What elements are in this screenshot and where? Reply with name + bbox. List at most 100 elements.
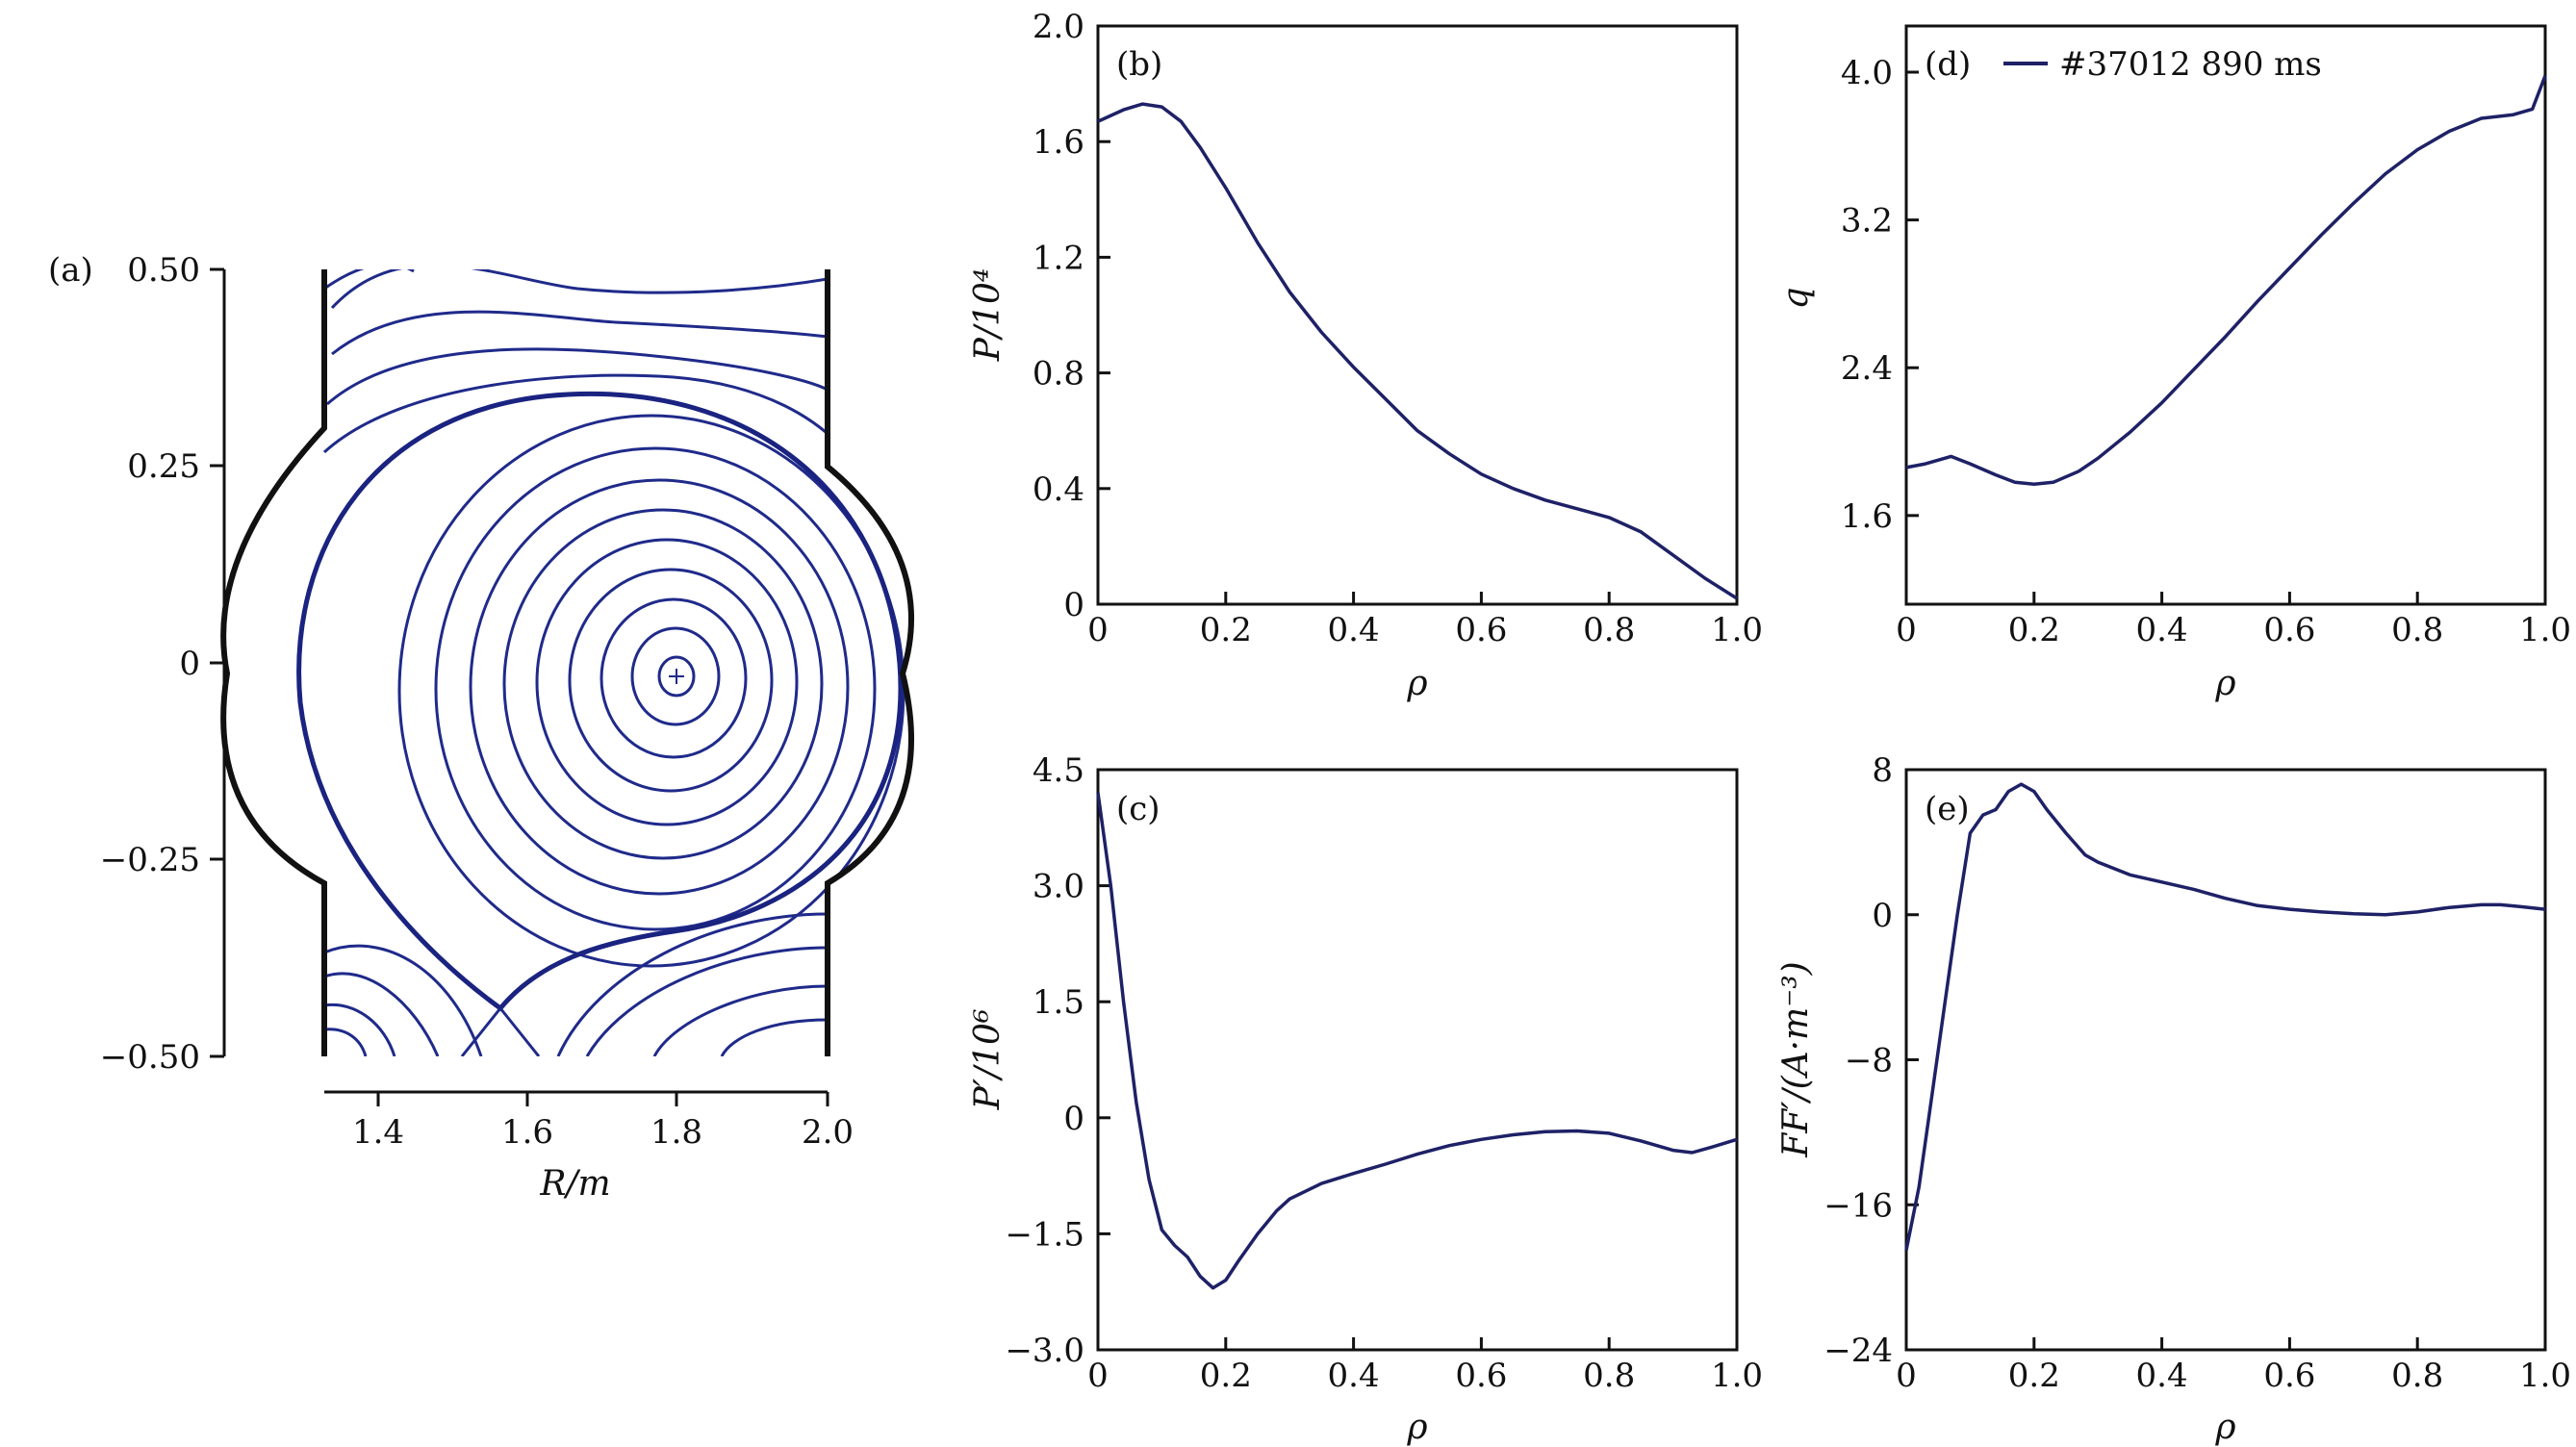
flux-surface xyxy=(568,568,774,793)
flux-surfaces xyxy=(296,269,905,1056)
y-tick-label: 0 xyxy=(1063,586,1084,624)
x-tick-label: 0.6 xyxy=(1455,611,1507,649)
y-tick-label: 3.2 xyxy=(1841,202,1893,241)
field-line xyxy=(323,972,440,1056)
y-tick-label: −0.25 xyxy=(100,841,200,879)
y-tick-label: 1.6 xyxy=(1033,123,1084,162)
y-tick-label: 2.0 xyxy=(1033,8,1084,46)
field-line xyxy=(720,1018,829,1056)
series-line xyxy=(1097,102,1738,600)
vessel-wall xyxy=(825,269,914,1056)
x-tick-label: 0 xyxy=(1896,611,1917,649)
x-tick-label: 0.8 xyxy=(2391,1357,2443,1395)
y-tick-label: 0.8 xyxy=(1033,355,1084,393)
separatrix xyxy=(296,391,904,1012)
x-ticks xyxy=(376,1092,829,1106)
y-tick-label: −0.50 xyxy=(100,1038,200,1077)
y-tick-label: 0.50 xyxy=(127,251,200,290)
field-line xyxy=(323,269,415,291)
y-tick-label: −8 xyxy=(1845,1042,1893,1080)
flux-surface xyxy=(469,478,850,896)
panel-b: (b) P/10⁴ ρ 0 0.2 0.4 0.6 0.8 1.0 0 0.4 0.8 1.2 1.… xyxy=(968,8,1763,703)
x-tick-label: 2.0 xyxy=(802,1113,854,1152)
y-tick-label: 2.4 xyxy=(1841,349,1893,388)
series-line xyxy=(1904,782,2546,1251)
series-line xyxy=(1096,792,1738,1290)
panel-label-b: (b) xyxy=(1116,45,1162,84)
panel-c: (c) P′/10⁶ ρ 0 0.2 0.4 0.6 0.8 1.0 −3.0 −1.5 0 1.… xyxy=(968,751,1763,1447)
flux-surface xyxy=(657,655,696,698)
y-tick-label: 1.6 xyxy=(1841,497,1893,536)
flux-surface xyxy=(630,626,721,726)
field-line xyxy=(652,984,829,1056)
x-tick-label: 0.8 xyxy=(1583,1357,1635,1395)
y-tick-label: 0 xyxy=(1872,897,1893,935)
field-line xyxy=(556,912,829,1056)
legend: #37012 890 ms xyxy=(2003,45,2322,84)
y-tick-label: −3.0 xyxy=(1005,1332,1084,1370)
x-tick-label: 0.4 xyxy=(2136,611,2188,649)
y-tick-label: 3.0 xyxy=(1033,868,1084,906)
panel-a: 0.50 0.25 0 −0.25 −0.50 (a) 1.4 1.6 1.8 … xyxy=(48,251,914,1204)
x-axis-label: ρ xyxy=(2214,664,2235,703)
magnetic-axis-marker xyxy=(669,669,684,684)
x-tick-label: 0.2 xyxy=(1200,1357,1252,1395)
field-line xyxy=(323,1003,396,1056)
y-tick-label: 0 xyxy=(1063,1100,1084,1138)
x-tick-label: 0.2 xyxy=(1200,611,1252,649)
field-line xyxy=(323,1028,368,1056)
x-tick-label: 0.6 xyxy=(1455,1357,1507,1395)
field-line xyxy=(585,946,829,1056)
plot-frame xyxy=(1904,24,2547,606)
vessel-wall xyxy=(220,269,327,1056)
x-tick-label: 0.8 xyxy=(2391,611,2443,649)
x-tick-label: 1.6 xyxy=(501,1113,553,1152)
panel-d: (d) q ρ #37012 890 ms 0 0.2 0.4 0.6 0.8 1.0 1.… xyxy=(1776,24,2571,703)
field-line xyxy=(323,944,483,1056)
x-axis-label: ρ xyxy=(1406,1408,1427,1447)
y-tick-label: 0 xyxy=(179,645,200,683)
y-axis-label: q xyxy=(1776,287,1816,309)
flux-surface xyxy=(434,446,877,931)
flux-surface xyxy=(502,508,824,860)
panel-label-a: (a) xyxy=(48,251,93,290)
x-tick-label: 1.0 xyxy=(2519,611,2571,649)
x-tick-label: 1.0 xyxy=(1711,1357,1763,1395)
panel-label-e: (e) xyxy=(1925,790,1970,828)
plot-frame xyxy=(1096,24,1739,606)
x-tick-label: 0.4 xyxy=(1328,1357,1380,1395)
field-line xyxy=(330,269,829,310)
y-tick-label: 8 xyxy=(1872,751,1893,790)
plot-frame xyxy=(1904,768,2547,1352)
y-tick-label: 1.2 xyxy=(1033,239,1084,277)
panel-label-c: (c) xyxy=(1116,790,1160,828)
y-tick-label: 0.4 xyxy=(1033,470,1084,509)
panel-e: (e) FF′/(A·m⁻³) ρ 0 0.2 0.4 0.6 0.8 1.0 −24 −16… xyxy=(1776,751,2571,1447)
y-axis-label: FF′/(A·m⁻³) xyxy=(1776,961,1816,1157)
y-axis-label: P/10⁴ xyxy=(968,268,1007,363)
x-tick-label: 1.0 xyxy=(2519,1357,2571,1395)
series-line xyxy=(1905,75,2547,486)
field-line xyxy=(326,347,829,406)
x-tick-label: 0.6 xyxy=(2263,1357,2315,1395)
x-axis-label: ρ xyxy=(1406,664,1427,703)
flux-surface xyxy=(535,538,799,826)
y-tick-label: 1.5 xyxy=(1033,983,1084,1022)
x-tick-label: 0 xyxy=(1087,1357,1109,1395)
x-tick-label: 0.6 xyxy=(2263,611,2315,649)
y-tick-label: −16 xyxy=(1824,1186,1893,1225)
x-tick-label: 0.4 xyxy=(1328,611,1380,649)
y-ticks xyxy=(210,267,224,1058)
y-tick-label: −1.5 xyxy=(1005,1215,1084,1254)
legend-label: #37012 890 ms xyxy=(2059,45,2322,84)
x-tick-label: 0.2 xyxy=(2008,1357,2060,1395)
x-tick-label: 0.4 xyxy=(2136,1357,2188,1395)
y-tick-label: 0.25 xyxy=(127,447,200,486)
x-axis-label: R/m xyxy=(539,1164,610,1204)
field-line xyxy=(322,373,839,454)
y-tick-label: 4.0 xyxy=(1841,54,1893,92)
y-tick-label: −24 xyxy=(1824,1332,1893,1370)
y-tick-label: 4.5 xyxy=(1033,751,1084,790)
plot-frame xyxy=(1096,768,1739,1352)
